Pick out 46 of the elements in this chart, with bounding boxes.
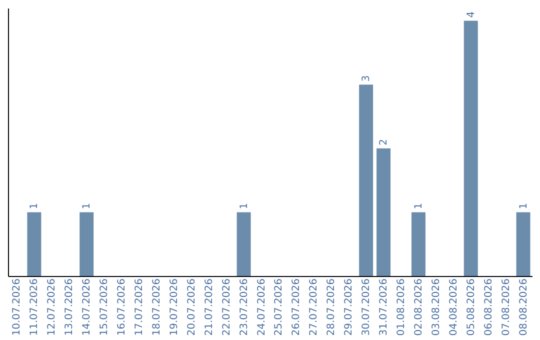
data-label: 1 [518,202,530,210]
bar [516,212,530,276]
bar [464,20,478,276]
x-tick-label: 06.08.2026 [483,278,494,336]
data-label: 3 [361,75,372,82]
x-tick-label: 04.08.2026 [448,278,460,336]
data-label: 1 [82,202,93,210]
bar [27,212,42,276]
x-tick-label: 16.07.2026 [116,278,128,336]
x-tick-label: 22.07.2026 [221,278,232,336]
x-tick-label: 10.07.2026 [12,278,23,336]
x-tick-label: 14.07.2026 [82,278,93,336]
x-tick-label: 11.07.2026 [29,278,40,336]
x-tick-label: 12.07.2026 [46,278,58,336]
bar [359,84,374,276]
x-tick-label: 28.07.2026 [326,278,338,336]
x-tick-label: 07.08.2026 [500,278,512,336]
x-tick-label: 31.07.2026 [378,278,390,336]
bar [376,148,391,276]
bar [411,212,426,276]
x-tick-label: 25.07.2026 [274,278,285,336]
data-label: 1 [413,202,424,210]
x-tick-label: 18.07.2026 [151,278,162,336]
data-label: 1 [238,202,250,210]
x-tick-label: 03.08.2026 [430,278,442,336]
bar [80,212,94,276]
x-tick-label: 23.07.2026 [238,278,250,336]
x-tick-label: 26.07.2026 [291,278,302,336]
data-label: 2 [378,139,390,146]
x-tick-label: 20.07.2026 [186,278,198,336]
x-tick-label: 29.07.2026 [344,278,355,336]
data-label: 4 [466,11,477,18]
x-tick-label: 30.07.2026 [361,278,372,336]
x-tick-label: 02.08.2026 [413,278,424,336]
x-tick-label: 17.07.2026 [134,278,145,336]
x-tick-label: 08.08.2026 [518,278,530,336]
x-tick-label: 27.07.2026 [308,278,320,336]
x-tick-label: 19.07.2026 [168,278,180,336]
x-tick-label: 21.07.2026 [204,278,215,336]
data-label: 1 [29,202,40,210]
x-tick-label: 15.07.2026 [99,278,110,336]
x-tick-label: 24.07.2026 [256,278,268,336]
x-tick-label: 13.07.2026 [64,278,76,336]
bar [236,212,251,276]
x-tick-label: 01.08.2026 [396,278,407,336]
x-tick-label: 05.08.2026 [466,278,477,336]
